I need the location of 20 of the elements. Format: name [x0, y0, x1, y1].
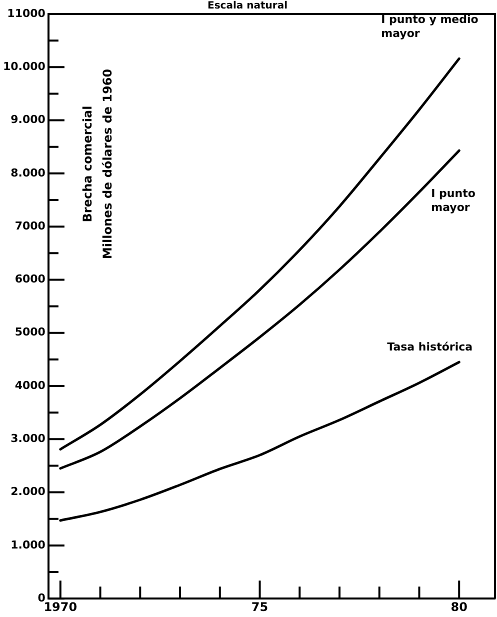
y-tick-label: 6000: [14, 272, 46, 286]
y-tick-label: 5000: [14, 326, 46, 339]
y-tick-label: 4000: [14, 378, 46, 392]
text: I punto y medio mayor: [381, 13, 479, 40]
chart-title: Escala natural: [208, 0, 288, 12]
series-label: Tasa histórica: [387, 340, 473, 354]
x-tick-label: 75: [251, 600, 268, 614]
x-tick-label: 1970: [44, 600, 78, 614]
y-tick-label: 0: [38, 591, 46, 604]
series-label: I punto mayor: [431, 186, 476, 214]
y-tick-label: 11000: [7, 6, 46, 20]
y-tick-label: 1.000: [10, 538, 46, 552]
y-tick-label: 10.000: [2, 60, 46, 74]
y-axis-title: Brecha comercial Millones de dólares de 1960: [80, 68, 115, 260]
y-tick-label: 2.000: [10, 485, 46, 498]
y-tick-label: 3.000: [10, 432, 46, 446]
x-tick-label: 80: [450, 600, 468, 614]
y-tick-label: 8.000: [10, 166, 46, 180]
y-tick-label: 9.000: [10, 113, 46, 126]
y-tick-label: 7000: [14, 219, 46, 232]
